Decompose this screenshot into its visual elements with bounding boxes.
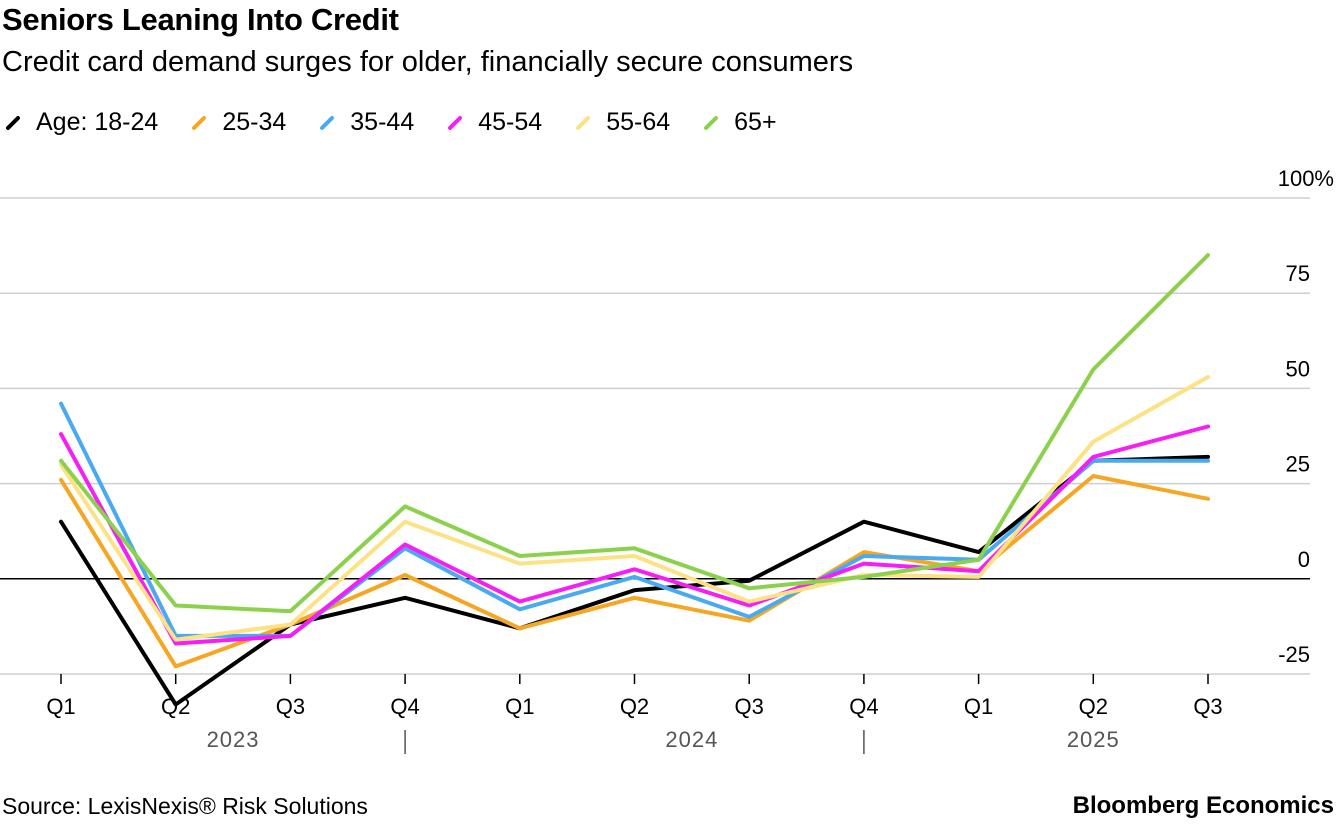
legend-label: 25-34 [222, 108, 287, 136]
x-tick-label: Q1 [964, 694, 993, 719]
year-label: 2024 [665, 727, 718, 752]
legend-label: 55-64 [606, 108, 671, 136]
legend: Age: 18-24 25-34 35-44 45-54 55-64 65+ [2, 108, 807, 137]
chart-title: Seniors Leaning Into Credit [2, 2, 399, 37]
x-tick-label: Q4 [849, 694, 878, 719]
series-line-35-44 [59, 401, 1210, 638]
x-tick-label: Q1 [46, 694, 75, 719]
legend-label: Age: 18-24 [36, 108, 159, 136]
legend-item-35-44: 35-44 [316, 108, 414, 137]
brand-logo-text: Bloomberg Economics [1072, 792, 1334, 819]
y-tick-label: -25 [1278, 642, 1310, 667]
legend-label: 65+ [734, 108, 777, 136]
y-tick-label: 50 [1286, 356, 1310, 381]
series-line-65+ [59, 253, 1210, 614]
x-tick-label: Q2 [1079, 694, 1108, 719]
y-tick-label: 100% [1278, 166, 1334, 191]
x-tick-label: Q3 [1193, 694, 1222, 719]
legend-label: 45-54 [478, 108, 543, 136]
legend-item-18-24: Age: 18-24 [2, 108, 158, 137]
legend-item-55-64: 55-64 [572, 108, 670, 137]
legend-item-65-plus: 65+ [700, 108, 777, 137]
series-line-55-64 [59, 375, 1210, 642]
year-label: 2023 [207, 727, 260, 752]
chart-subtitle: Credit card demand surges for older, fin… [2, 46, 854, 78]
y-tick-label: 0 [1298, 547, 1310, 572]
x-tick-label: Q3 [735, 694, 764, 719]
series-line-45-54 [59, 424, 1210, 646]
x-tick-label: Q1 [505, 694, 534, 719]
legend-item-45-54: 45-54 [444, 108, 542, 137]
year-label: 2025 [1067, 727, 1120, 752]
x-tick-label: Q2 [620, 694, 649, 719]
source-note: Source: LexisNexis® Risk Solutions [2, 793, 368, 819]
legend-label: 35-44 [350, 108, 415, 136]
x-tick-label: Q4 [390, 694, 419, 719]
series-line-age-18-24 [59, 454, 1210, 707]
y-tick-label: 75 [1286, 261, 1310, 286]
x-tick-label: Q3 [276, 694, 305, 719]
y-tick-label: 25 [1286, 452, 1310, 477]
legend-item-25-34: 25-34 [188, 108, 286, 137]
